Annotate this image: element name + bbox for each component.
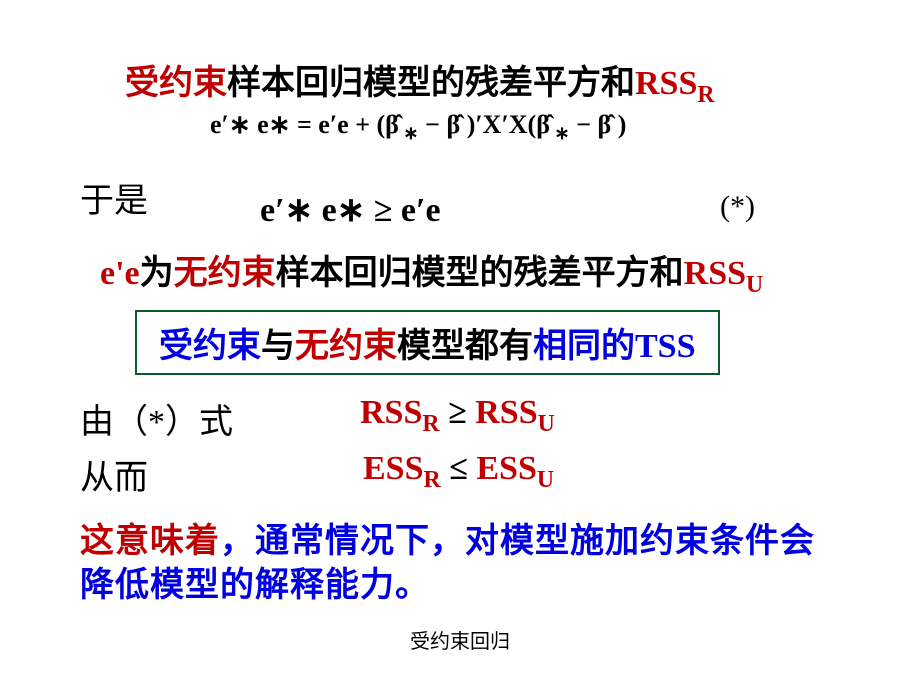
eq1-eq: = bbox=[290, 110, 318, 139]
equation-4: ESSR ≤ ESSU bbox=[363, 450, 554, 494]
l3-p2: 为 bbox=[140, 255, 174, 292]
equation-2: e′∗ e∗ ≥ e′e bbox=[260, 190, 441, 230]
eq4-a: ESS bbox=[363, 450, 424, 487]
eq1-t2: )′X′X( bbox=[460, 110, 536, 139]
l3-p4: 样本回归模型的 bbox=[276, 255, 514, 292]
eq1-b3: β̂ bbox=[536, 110, 550, 139]
eq1-m2: − bbox=[570, 110, 598, 139]
eq1-lhs: e′∗ e∗ bbox=[210, 110, 290, 139]
line4-label: 由（*）式 bbox=[80, 394, 233, 443]
eq1-s1: ∗ bbox=[399, 123, 419, 143]
eq1-b1: β̂ bbox=[385, 110, 399, 139]
l3-p7: RSS bbox=[684, 255, 746, 292]
title-line: 受约束样本回归模型的残差平方和RSSR bbox=[125, 55, 715, 109]
line3: e'e为无约束样本回归模型的残差平方和RSSU bbox=[100, 245, 763, 299]
eq4-asub: R bbox=[424, 467, 441, 493]
bx-p4: 模型都有 bbox=[397, 328, 533, 365]
l3-p6: 和 bbox=[650, 255, 684, 292]
l3-p1: e'e bbox=[100, 255, 140, 292]
l6-p3: 。 bbox=[395, 567, 430, 604]
equation-2-marker: (*) bbox=[720, 190, 755, 224]
eq4-b: ESS bbox=[476, 450, 537, 487]
footer-label: 受约束回归 bbox=[0, 625, 920, 654]
t1-p3: 残差平方和 bbox=[465, 65, 635, 102]
eq1-b4: β̂ bbox=[598, 110, 612, 139]
eq4-rel: ≤ bbox=[441, 450, 477, 487]
l6-p1: 这意味着 bbox=[80, 523, 220, 560]
eq1-b2: β̂ bbox=[447, 110, 461, 139]
t1-p4sub: R bbox=[697, 82, 714, 108]
t1-p1: 受约束 bbox=[125, 65, 227, 102]
eq2-lhs: e′∗ e∗ bbox=[260, 192, 365, 229]
equation-3: RSSR ≥ RSSU bbox=[360, 394, 555, 438]
eq3-a: RSS bbox=[360, 394, 422, 431]
eq3-bsub: U bbox=[538, 411, 555, 437]
bx-p3: 无约束 bbox=[295, 328, 397, 365]
t1-p2: 样本回归模型的 bbox=[227, 65, 465, 102]
eq3-rel: ≥ bbox=[440, 394, 476, 431]
eq4-bsub: U bbox=[537, 467, 554, 493]
bx-p1: 受约束 bbox=[159, 328, 261, 365]
conclusion: 这意味着，通常情况下，对模型施加约束条件会降低模型的解释能力。 bbox=[80, 520, 840, 608]
boxed-statement: 受约束与无约束模型都有相同的TSS bbox=[135, 310, 720, 375]
eq3-b: RSS bbox=[475, 394, 537, 431]
equation-1: e′∗ e∗ = e′e + (β̂ ∗ − β̂ )′X′X(β̂ ∗ − β… bbox=[210, 110, 626, 144]
eq2-rhs: e′e bbox=[401, 192, 441, 229]
bx-p5: 相同的 bbox=[533, 328, 635, 365]
eq1-t1: e′e + ( bbox=[318, 110, 385, 139]
t1-p4: RSS bbox=[635, 65, 697, 102]
l3-p7sub: U bbox=[746, 272, 763, 298]
bx-p2: 与 bbox=[261, 328, 295, 365]
eq2-rel: ≥ bbox=[365, 192, 401, 229]
l3-p3: 无约束 bbox=[174, 255, 276, 292]
eq1-s2: ∗ bbox=[550, 123, 570, 143]
therefore-label: 于是 bbox=[80, 173, 148, 222]
eq3-asub: R bbox=[422, 411, 439, 437]
line5-label: 从而 bbox=[80, 450, 148, 499]
eq1-t3: ) bbox=[611, 110, 626, 139]
slide: 受约束样本回归模型的残差平方和RSSR e′∗ e∗ = e′e + (β̂ ∗… bbox=[0, 0, 920, 690]
bx-p6: TSS bbox=[635, 328, 696, 365]
eq1-m1: − bbox=[419, 110, 447, 139]
l3-p5: 残差平方 bbox=[514, 255, 650, 292]
